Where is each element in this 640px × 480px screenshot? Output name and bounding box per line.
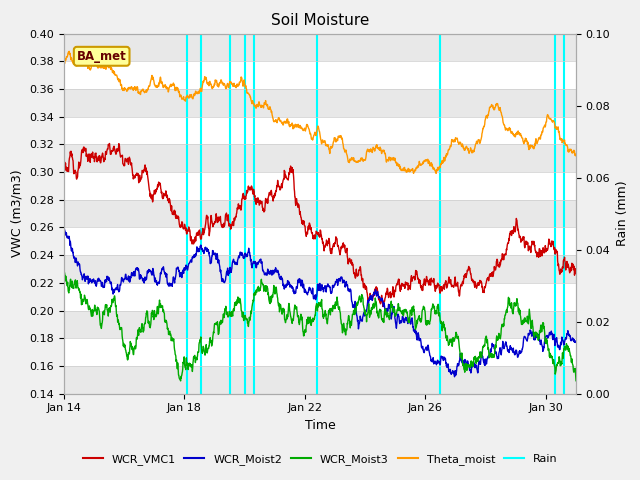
Bar [64,117,576,144]
Text: BA_met: BA_met [77,50,127,63]
Title: Soil Moisture: Soil Moisture [271,13,369,28]
Bar [64,172,576,200]
Legend: WCR_VMC1, WCR_Moist2, WCR_Moist3, Theta_moist, Rain: WCR_VMC1, WCR_Moist2, WCR_Moist3, Theta_… [78,450,562,469]
Bar [64,283,576,311]
X-axis label: Time: Time [305,419,335,432]
Bar [64,61,576,89]
Bar [64,228,576,255]
Bar [64,338,576,366]
Y-axis label: Rain (mm): Rain (mm) [616,181,629,246]
Y-axis label: VWC (m3/m3): VWC (m3/m3) [11,170,24,257]
